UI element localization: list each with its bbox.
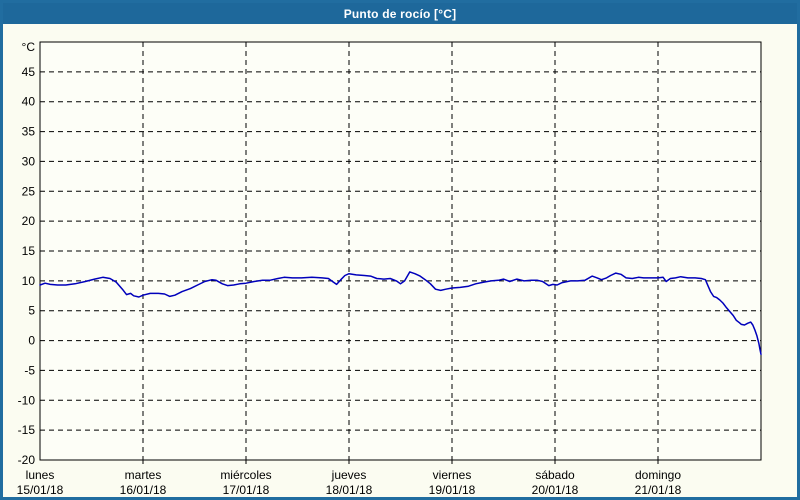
- y-axis-tick-label: 25: [22, 184, 36, 198]
- y-axis-tick-label: 10: [22, 274, 36, 288]
- x-axis-day-label: miércoles: [220, 468, 271, 482]
- y-axis-tick-label: -15: [18, 423, 36, 437]
- y-axis-tick-label: 45: [22, 65, 36, 79]
- y-axis-tick-label: 35: [22, 125, 36, 139]
- y-axis-tick-label: -10: [18, 393, 36, 407]
- chart-canvas: 45 40 35 30 25 20 15 10 5 0 -5 -10 -15 -20 °C lunes15/0…: [17, 40, 762, 497]
- y-axis-tick-label: 20: [22, 214, 36, 228]
- dewpoint-series-line: [39, 271, 762, 356]
- y-axis-tick-label: 0: [28, 334, 35, 348]
- y-axis-tick-label: 5: [28, 304, 35, 318]
- y-axis-tick-label: -5: [24, 363, 35, 377]
- y-axis-tick-label: 30: [22, 154, 36, 168]
- x-axis-date-label: 19/01/18: [429, 483, 476, 497]
- x-axis-date-label: 17/01/18: [223, 483, 270, 497]
- x-axis-day-label: domingo: [635, 468, 681, 482]
- x-axis-date-label: 18/01/18: [326, 483, 373, 497]
- x-axis-day-label: viernes: [433, 468, 472, 482]
- y-axis-tick-label: -20: [18, 453, 36, 467]
- title-bar: Punto de rocío [°C]: [3, 3, 797, 24]
- x-axis-date-label: 21/01/18: [635, 483, 682, 497]
- y-axis-unit-label: °C: [22, 40, 36, 54]
- y-axis-tick-label: 40: [22, 95, 36, 109]
- x-axis-day-label: martes: [125, 468, 162, 482]
- chart-area: 45 40 35 30 25 20 15 10 5 0 -5 -10 -15 -20 °C lunes 15/0…: [3, 24, 797, 497]
- x-axis-date-label: 16/01/18: [120, 483, 167, 497]
- x-axis-day-label: jueves: [331, 468, 367, 482]
- y-axis-tick-label: 15: [22, 244, 36, 258]
- x-axis-date-label: 15/01/18: [17, 483, 64, 497]
- x-axis-day-label: sábado: [535, 468, 575, 482]
- x-axis-date-label: 20/01/18: [532, 483, 579, 497]
- chart-title: Punto de rocío [°C]: [343, 6, 457, 21]
- x-axis-day-label: lunes: [26, 468, 55, 482]
